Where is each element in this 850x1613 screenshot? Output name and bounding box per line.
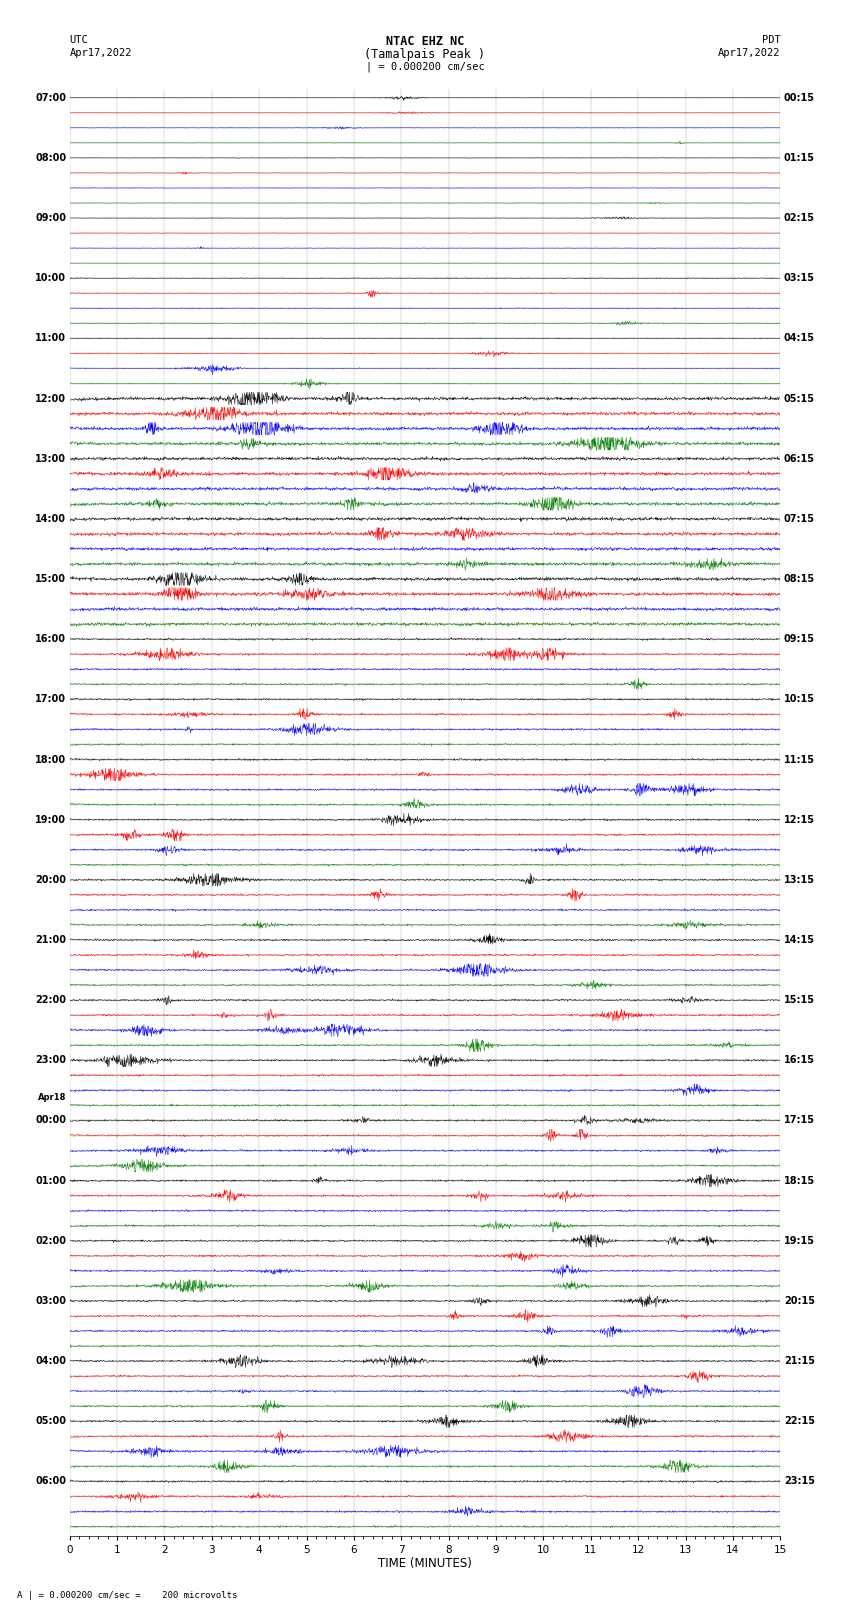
Text: 18:00: 18:00 — [35, 755, 66, 765]
Text: 22:15: 22:15 — [784, 1416, 815, 1426]
Text: 09:00: 09:00 — [35, 213, 66, 223]
Text: 12:00: 12:00 — [35, 394, 66, 403]
Text: Apr17,2022: Apr17,2022 — [717, 48, 780, 58]
Text: 14:15: 14:15 — [784, 936, 815, 945]
Text: 15:15: 15:15 — [784, 995, 815, 1005]
Text: 11:00: 11:00 — [35, 334, 66, 344]
Text: 20:15: 20:15 — [784, 1295, 815, 1307]
Text: 19:15: 19:15 — [784, 1236, 815, 1245]
X-axis label: TIME (MINUTES): TIME (MINUTES) — [378, 1558, 472, 1571]
Text: 10:00: 10:00 — [35, 273, 66, 284]
Text: 00:15: 00:15 — [784, 92, 815, 103]
Text: 01:00: 01:00 — [35, 1176, 66, 1186]
Text: 11:15: 11:15 — [784, 755, 815, 765]
Text: 12:15: 12:15 — [784, 815, 815, 824]
Text: 03:00: 03:00 — [35, 1295, 66, 1307]
Text: (Tamalpais Peak ): (Tamalpais Peak ) — [365, 48, 485, 61]
Text: 23:00: 23:00 — [35, 1055, 66, 1065]
Text: 07:15: 07:15 — [784, 515, 815, 524]
Text: | = 0.000200 cm/sec: | = 0.000200 cm/sec — [366, 61, 484, 73]
Text: NTAC EHZ NC: NTAC EHZ NC — [386, 35, 464, 48]
Text: 08:00: 08:00 — [35, 153, 66, 163]
Text: 16:00: 16:00 — [35, 634, 66, 644]
Text: 14:00: 14:00 — [35, 515, 66, 524]
Text: 21:00: 21:00 — [35, 936, 66, 945]
Text: 05:15: 05:15 — [784, 394, 815, 403]
Text: 13:15: 13:15 — [784, 874, 815, 886]
Text: 00:00: 00:00 — [35, 1116, 66, 1126]
Text: 06:00: 06:00 — [35, 1476, 66, 1487]
Text: 02:00: 02:00 — [35, 1236, 66, 1245]
Text: 04:00: 04:00 — [35, 1357, 66, 1366]
Text: 13:00: 13:00 — [35, 453, 66, 463]
Text: 02:15: 02:15 — [784, 213, 815, 223]
Text: 23:15: 23:15 — [784, 1476, 815, 1487]
Text: 15:00: 15:00 — [35, 574, 66, 584]
Text: 10:15: 10:15 — [784, 694, 815, 705]
Text: Apr18: Apr18 — [37, 1094, 66, 1102]
Text: 18:15: 18:15 — [784, 1176, 815, 1186]
Text: 07:00: 07:00 — [35, 92, 66, 103]
Text: 16:15: 16:15 — [784, 1055, 815, 1065]
Text: 06:15: 06:15 — [784, 453, 815, 463]
Text: PDT: PDT — [762, 35, 780, 45]
Text: 22:00: 22:00 — [35, 995, 66, 1005]
Text: 17:15: 17:15 — [784, 1116, 815, 1126]
Text: 03:15: 03:15 — [784, 273, 815, 284]
Text: 08:15: 08:15 — [784, 574, 815, 584]
Text: 04:15: 04:15 — [784, 334, 815, 344]
Text: A | = 0.000200 cm/sec =    200 microvolts: A | = 0.000200 cm/sec = 200 microvolts — [17, 1590, 237, 1600]
Text: 01:15: 01:15 — [784, 153, 815, 163]
Text: UTC: UTC — [70, 35, 88, 45]
Text: 05:00: 05:00 — [35, 1416, 66, 1426]
Text: Apr17,2022: Apr17,2022 — [70, 48, 133, 58]
Text: 17:00: 17:00 — [35, 694, 66, 705]
Text: 20:00: 20:00 — [35, 874, 66, 886]
Text: 19:00: 19:00 — [35, 815, 66, 824]
Text: 21:15: 21:15 — [784, 1357, 815, 1366]
Text: 09:15: 09:15 — [784, 634, 815, 644]
